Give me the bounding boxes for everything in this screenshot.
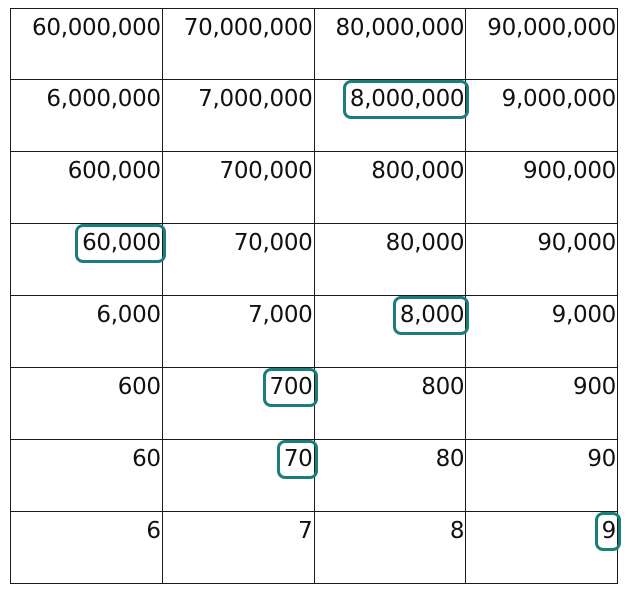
grid-cell: 700,000 (161, 151, 315, 224)
circled-cell-value: 9 (594, 512, 622, 551)
cell-value: 700,000 (219, 158, 313, 184)
grid-row: 60 70 80 90 (10, 439, 618, 512)
cell-value: 90,000 (537, 230, 616, 256)
cell-value: 7,000 (248, 302, 313, 328)
grid-row: 60,000 70,000 80,000 90,000 (10, 223, 618, 296)
grid-cell: 6 (10, 511, 163, 584)
place-value-grid: 60,000,000 70,000,000 80,000,000 90,000,… (10, 8, 622, 584)
grid-cell: 70,000 (161, 223, 315, 296)
cell-value: 90,000,000 (487, 15, 616, 41)
grid-cell: 9,000,000 (465, 79, 618, 152)
grid-cell: 600 (10, 367, 163, 440)
grid-row: 6,000 7,000 8,000 9,000 (10, 295, 618, 368)
cell-value: 800,000 (371, 158, 465, 184)
circled-cell-value: 60,000 (75, 224, 166, 263)
grid-cell: 80 (313, 439, 467, 512)
cell-value: 6,000,000 (46, 86, 161, 112)
cell-value: 80,000,000 (335, 15, 465, 41)
grid-cell: 90,000 (465, 223, 618, 296)
circled-cell-value: 8,000,000 (342, 80, 470, 119)
grid-row: 600,000 700,000 800,000 900,000 (10, 151, 618, 224)
grid-cell: 9 (465, 511, 622, 584)
cell-value: 7,000,000 (198, 86, 313, 112)
grid-cell: 8,000,000 (313, 79, 470, 152)
cell-value: 9,000,000 (501, 86, 617, 112)
grid-cell: 8,000 (313, 295, 470, 368)
circled-cell-value: 8,000 (392, 296, 470, 335)
grid-row: 6,000,000 7,000,000 8,000,000 9,000,000 (10, 79, 618, 152)
grid-cell: 60,000 (10, 223, 166, 296)
cell-value: 80,000 (385, 230, 465, 256)
cell-value: 70,000 (233, 230, 313, 256)
grid-cell: 60,000,000 (10, 8, 163, 80)
cell-value: 80 (435, 446, 465, 472)
cell-value: 600 (117, 374, 161, 400)
grid-cell: 6,000 (10, 295, 163, 368)
grid-cell: 80,000 (313, 223, 467, 296)
cell-value: 6,000 (96, 302, 161, 328)
grid-cell: 800,000 (313, 151, 467, 224)
cell-value: 800 (421, 374, 465, 400)
grid-cell: 800 (313, 367, 467, 440)
cell-value: 90 (587, 446, 616, 472)
circled-cell-value: 700 (262, 368, 318, 407)
grid-cell: 90 (465, 439, 618, 512)
grid-cell: 70 (161, 439, 318, 512)
cell-value: 9,000 (551, 302, 617, 328)
grid-cell: 6,000,000 (10, 79, 163, 152)
grid-cell: 900,000 (465, 151, 618, 224)
grid-cell: 90,000,000 (465, 8, 618, 80)
grid-row: 6 7 8 9 (10, 511, 622, 584)
grid-cell: 70,000,000 (161, 8, 315, 80)
grid-cell: 700 (161, 367, 318, 440)
grid-cell: 80,000,000 (313, 8, 467, 80)
grid-cell: 7,000 (161, 295, 315, 368)
cell-value: 60,000,000 (32, 15, 161, 41)
grid-cell: 60 (10, 439, 163, 512)
cell-value: 60 (132, 446, 161, 472)
cell-value: 70,000,000 (183, 15, 313, 41)
grid-row: 600 700 800 900 (10, 367, 618, 440)
grid-cell: 9,000 (465, 295, 618, 368)
grid-cell: 900 (465, 367, 618, 440)
circled-cell-value: 70 (276, 440, 318, 479)
grid-cell: 600,000 (10, 151, 163, 224)
grid-cell: 7,000,000 (161, 79, 315, 152)
grid-row: 60,000,000 70,000,000 80,000,000 90,000,… (10, 8, 618, 80)
grid-cell: 8 (313, 511, 467, 584)
cell-value: 8 (449, 518, 465, 544)
grid-cell: 7 (161, 511, 315, 584)
grid-body: 60,000,000 70,000,000 80,000,000 90,000,… (10, 8, 622, 584)
cell-value: 900 (573, 374, 616, 400)
cell-value: 900,000 (522, 158, 616, 184)
cell-value: 7 (298, 518, 313, 544)
cell-value: 6 (146, 518, 161, 544)
cell-value: 600,000 (67, 158, 161, 184)
